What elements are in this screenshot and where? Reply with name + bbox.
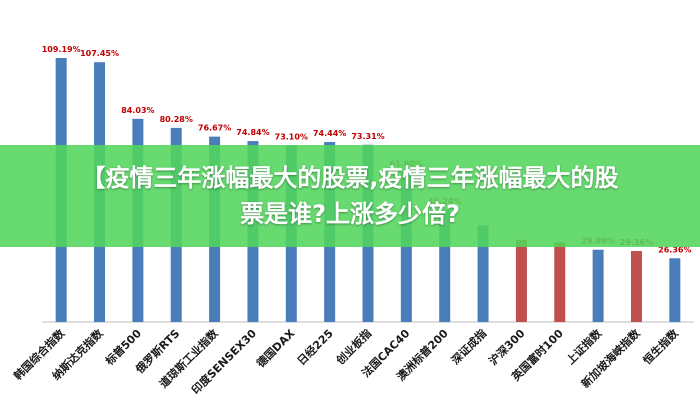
value-label-5: 74.84% bbox=[236, 128, 269, 137]
category-label-5: 印度SENSEX30 bbox=[188, 326, 259, 397]
value-label-0: 109.19% bbox=[42, 45, 81, 54]
value-label-2: 84.03% bbox=[121, 106, 154, 115]
banner-title: 【疫情三年涨幅最大的股票,疫情三年涨幅最大的股票是谁?上涨多少倍? bbox=[81, 164, 619, 228]
bar-9 bbox=[400, 172, 412, 322]
value-label-3: 80.28% bbox=[160, 115, 193, 124]
category-label-16: 恒生指数 bbox=[640, 326, 682, 368]
value-label-4: 76.67% bbox=[198, 124, 231, 133]
value-label-8: 73.31% bbox=[351, 132, 384, 141]
value-label-6: 73.10% bbox=[275, 132, 308, 141]
value-label-1: 107.45% bbox=[80, 49, 119, 58]
bar-12 bbox=[515, 239, 527, 322]
bar-15 bbox=[630, 251, 642, 322]
bar-13 bbox=[554, 242, 566, 322]
value-label-7: 74.44% bbox=[313, 129, 346, 138]
bar-10 bbox=[439, 210, 451, 322]
category-label-6: 德国DAX bbox=[253, 326, 298, 371]
category-label-7: 日经225 bbox=[294, 326, 336, 368]
bar-14 bbox=[592, 249, 604, 322]
category-label-11: 深证成指 bbox=[448, 326, 489, 367]
bar-11 bbox=[477, 225, 489, 322]
bar-16 bbox=[669, 258, 681, 322]
overlay-banner: 【疫情三年涨幅最大的股票,疫情三年涨幅最大的股票是谁?上涨多少倍? bbox=[0, 145, 700, 247]
value-label-16: 26.36% bbox=[658, 245, 691, 254]
category-labels: 韩国综合指数纳斯达克指数标普500俄罗斯RTS道琼斯工业指数印度SENSEX30… bbox=[11, 326, 682, 397]
